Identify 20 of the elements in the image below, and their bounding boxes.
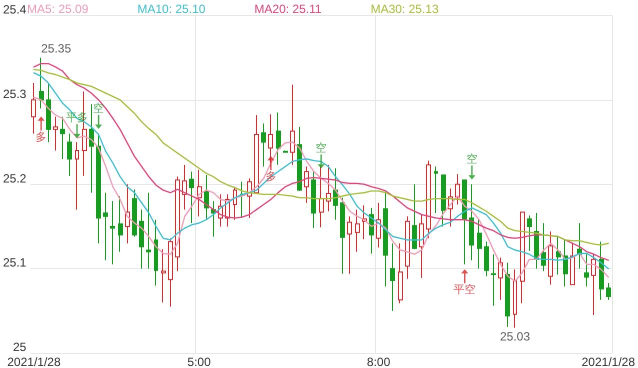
data-label: 多 (36, 130, 47, 144)
y-tick-label: 25.1 (2, 256, 27, 270)
y-tick-label: 25 (12, 340, 27, 354)
text: MA20: 25.11 (254, 2, 322, 16)
annotation: 25.03 (500, 330, 530, 344)
y-tick-label: 25.2 (2, 171, 27, 186)
data-label: 平空 (454, 283, 476, 296)
text: MA30: 25.13 (370, 2, 439, 16)
x-tick-label: 8:00 (366, 355, 391, 368)
annotation: 25.35 (41, 42, 72, 56)
y-tick-label: 25.4 (2, 2, 27, 16)
text: MA5: 25.09 (27, 2, 89, 16)
y-tick-label: 25.3 (2, 86, 27, 101)
data-label: 空 (93, 102, 104, 115)
text: MA10: 25.10 (137, 2, 206, 16)
x-tick-label: 2021/1/28 (7, 355, 61, 368)
x-tick-label: 2021/1/28 (582, 355, 636, 368)
data-label: 空 (466, 152, 478, 166)
x-tick-label: 5:00 (187, 355, 212, 368)
data-label: 空 (316, 141, 327, 154)
